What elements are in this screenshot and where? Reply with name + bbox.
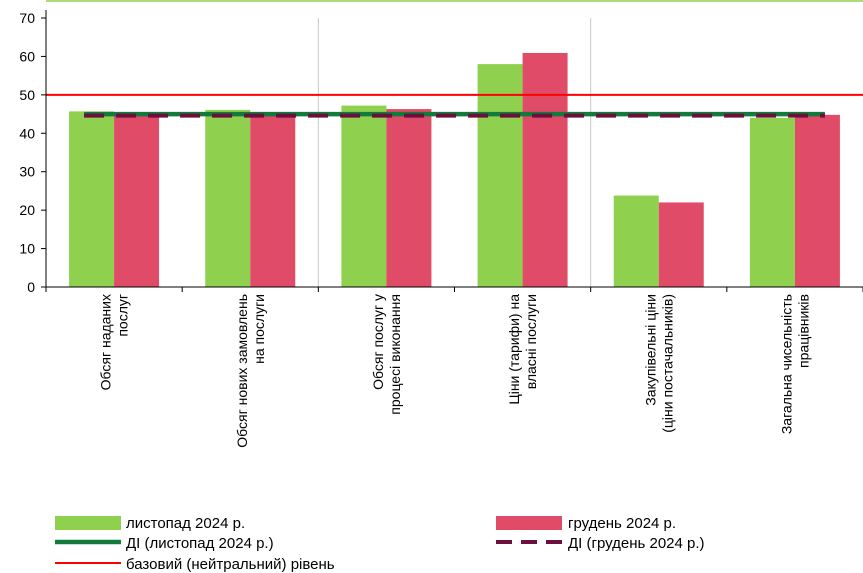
bar-december	[522, 52, 568, 287]
bar-december	[658, 202, 704, 287]
category-label: на послуги	[251, 294, 267, 364]
category-label: послуг	[115, 294, 131, 337]
category-label: процесі виконання	[387, 294, 403, 415]
legend-label-di-november: ДІ (листопад 2024 р.)	[126, 535, 274, 552]
y-tick-label: 70	[19, 10, 35, 26]
y-tick-label: 60	[19, 48, 35, 64]
category-label: власні послуги	[523, 294, 539, 389]
category-label: Закупівельні ціни	[642, 294, 658, 406]
legend-swatch-november	[55, 516, 121, 530]
bar-november	[613, 195, 659, 287]
bar-november	[69, 111, 115, 287]
category-label: Обсяг наданих	[98, 294, 114, 390]
y-tick-label: 40	[19, 125, 35, 141]
bar-november	[205, 109, 251, 287]
bar-november	[341, 105, 387, 287]
y-tick-label: 20	[19, 202, 35, 218]
legend-label-baseline: базовий (нейтральний) рівень	[126, 556, 335, 573]
category-label: працівників	[795, 294, 811, 368]
bar-december	[794, 114, 840, 287]
legend-swatch-december	[496, 516, 562, 530]
category-label: Ціни (тарифи) на	[506, 294, 522, 405]
legend-label-di-december: ДІ (грудень 2024 р.)	[568, 535, 705, 552]
category-label: Обсяг нових замовлень	[234, 294, 250, 448]
category-label: Загальна чисельність	[778, 294, 794, 434]
axes-layer: 0 10 20 30 40 50 60 70 Обсяг наданих послуг Обсяг …	[19, 10, 863, 448]
y-tick-label: 30	[19, 164, 35, 180]
y-tick-label: 0	[27, 279, 35, 295]
legend-label-december: грудень 2024 р.	[568, 515, 676, 532]
bar-december	[386, 109, 432, 287]
y-tick-label: 50	[19, 87, 35, 103]
bar-november	[477, 64, 523, 287]
bars-layer	[69, 52, 840, 288]
category-label: (ціни постачальників)	[659, 294, 675, 433]
legend: листопад 2024 р. грудень 2024 р. ДІ (листо…	[55, 515, 705, 573]
bar-december	[114, 115, 160, 287]
grid-layer	[46, 0, 863, 287]
bar-november	[749, 117, 795, 288]
y-tick-label: 10	[19, 241, 35, 257]
reference-lines-layer	[46, 93, 863, 118]
category-label: Обсяг послуг у	[370, 294, 386, 390]
legend-label-november: листопад 2024 р.	[126, 515, 245, 532]
bar-december	[250, 115, 296, 287]
